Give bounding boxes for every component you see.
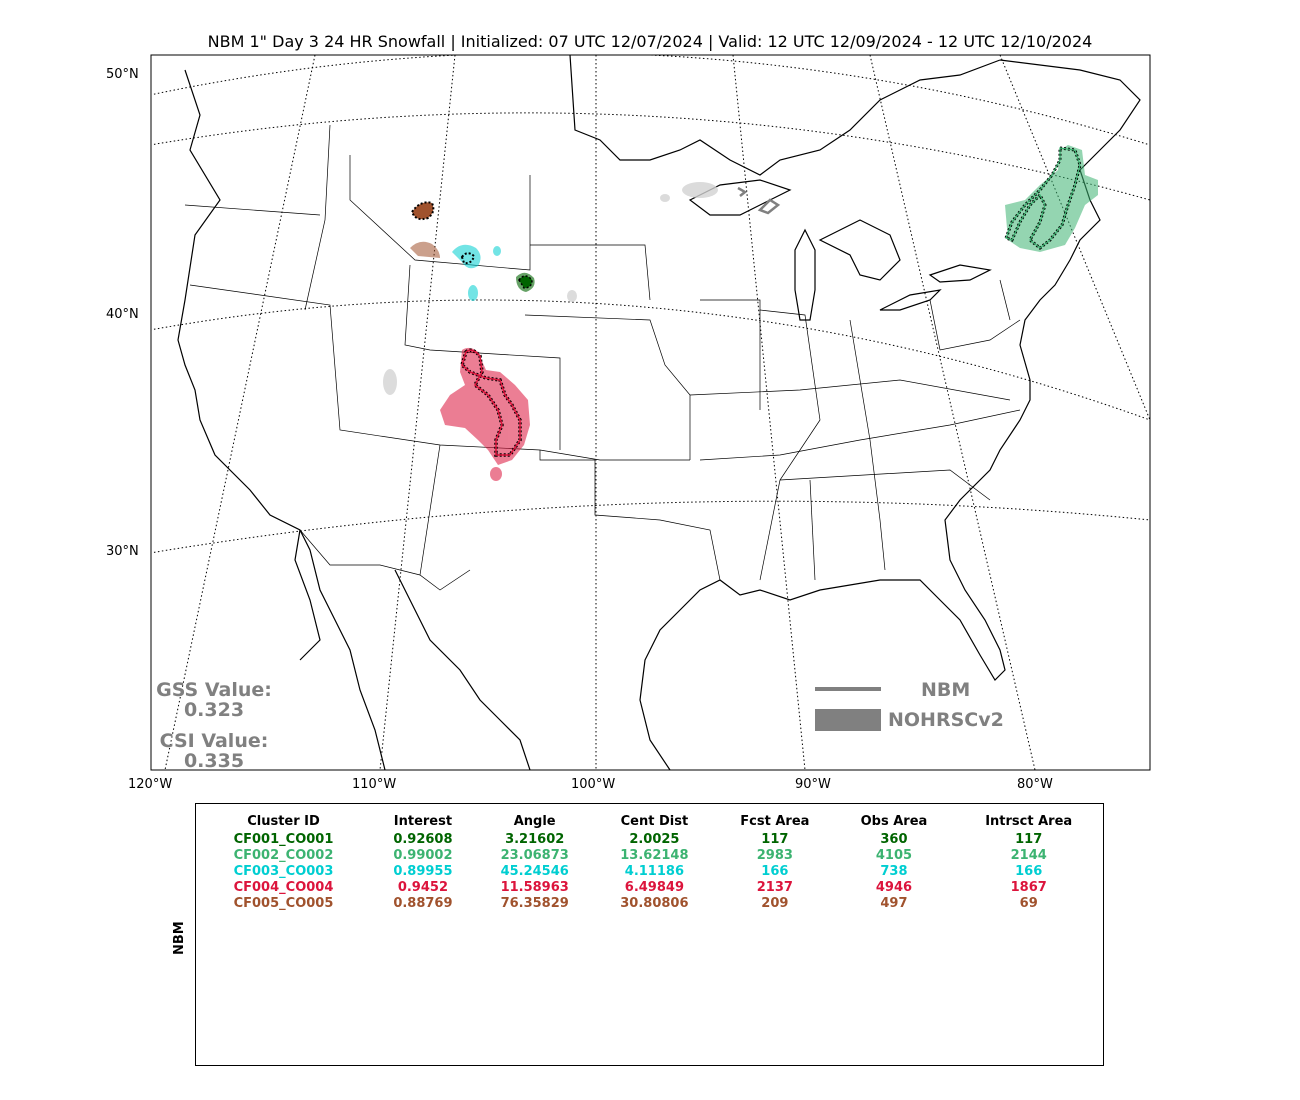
gss-label: GSS Value: xyxy=(156,679,272,701)
table-cell: CF001_CO001 xyxy=(233,832,334,847)
table-cell: 69 xyxy=(1019,896,1038,911)
lat-label-40: 40°N xyxy=(106,307,139,322)
coastline xyxy=(177,55,1141,770)
table-cell: 0.89955 xyxy=(393,864,453,879)
table-cell: 117 xyxy=(761,832,789,847)
cluster-brown-outline xyxy=(410,201,435,221)
gss-value: 0.323 xyxy=(183,699,245,721)
table-cell: 30.80806 xyxy=(620,896,689,911)
table-cell: 13.62148 xyxy=(620,848,689,863)
legend-nohrsc-label: NOHRSCv2 xyxy=(888,709,1004,731)
header-cluster-id: Cluster ID xyxy=(247,814,320,829)
cluster-darkgreen-outline xyxy=(518,275,533,289)
table-cell: 360 xyxy=(880,832,908,847)
header-intrsct-area: Intrsct Area xyxy=(985,814,1073,829)
table-cell: 45.24546 xyxy=(500,864,569,879)
header-obs-area: Obs Area xyxy=(860,814,928,829)
header-angle: Angle xyxy=(513,814,556,829)
cluster-cyan xyxy=(452,244,501,301)
table-cell: 3.21602 xyxy=(505,832,565,847)
table-cell: 4105 xyxy=(875,848,913,863)
lon-label-100: 100°W xyxy=(571,777,616,792)
table-cell: 76.35829 xyxy=(500,896,569,911)
header-fcst-area: Fcst Area xyxy=(740,814,810,829)
table-cell: 497 xyxy=(880,896,908,911)
csi-label: CSI Value: xyxy=(159,730,269,752)
lon-label-120: 120°W xyxy=(128,777,173,792)
table-cell: 117 xyxy=(1015,832,1043,847)
table-row: CF001_CO001 0.92608 3.21602 2.0025 117 360 117 xyxy=(196,832,1105,848)
table-cell: 2983 xyxy=(756,848,793,863)
table-cell: 6.49849 xyxy=(624,880,684,895)
table-cell: 4.11186 xyxy=(624,864,684,879)
table-cell: 0.92608 xyxy=(393,832,453,847)
table-cell: 166 xyxy=(1015,864,1043,879)
unmatched-objects xyxy=(383,182,718,395)
table-cell: 209 xyxy=(761,896,789,911)
table-cell: CF003_CO003 xyxy=(233,864,334,879)
table-cell: CF005_CO005 xyxy=(233,896,334,911)
csi-value: 0.335 xyxy=(183,750,245,772)
side-label: NBM xyxy=(172,921,187,955)
table-row: CF002_CO002 0.99002 23.06873 13.62148 2983 41… xyxy=(196,848,1105,864)
table-cell: 23.06873 xyxy=(500,848,569,863)
table-cell: 2144 xyxy=(1010,848,1047,863)
header-cent-dist: Cent Dist xyxy=(620,814,689,829)
table-cell: 2137 xyxy=(756,880,793,895)
graticule xyxy=(151,55,1150,770)
table-header-row: Cluster ID Interest Angle Cent Dist Fcst… xyxy=(196,814,1105,832)
table-cell: 11.58963 xyxy=(500,880,569,895)
table-cell: 0.88769 xyxy=(393,896,453,911)
table-row: CF003_CO003 0.89955 45.24546 4.11186 166 738 1… xyxy=(196,864,1105,880)
legend-nbm-label: NBM xyxy=(921,679,971,701)
lon-label-90: 90°W xyxy=(795,777,831,792)
table-cell: 166 xyxy=(761,864,789,879)
lon-label-80: 80°W xyxy=(1017,777,1053,792)
table-cell: 1867 xyxy=(1010,880,1047,895)
table-cell: 4946 xyxy=(875,880,913,895)
table-cell: CF004_CO004 xyxy=(233,880,334,895)
lat-label-50: 50°N xyxy=(106,67,139,82)
table-cell: CF002_CO002 xyxy=(233,848,334,863)
map-frame xyxy=(150,54,1151,771)
state-borders xyxy=(184,124,1021,591)
stats-table: Cluster ID Interest Angle Cent Dist Fcst… xyxy=(196,814,1105,912)
table-cell: 0.9452 xyxy=(397,880,448,895)
cluster-cyan-outline xyxy=(460,252,476,265)
lat-label-30: 30°N xyxy=(106,544,139,559)
legend-fill-symbol xyxy=(815,709,881,731)
cluster-crimson xyxy=(440,347,530,481)
map-title: NBM 1" Day 3 24 HR Snowfall | Initialize… xyxy=(207,32,1093,51)
cluster-lightgreen xyxy=(1005,145,1098,252)
stats-table-box: Cluster ID Interest Angle Cent Dist Fcst… xyxy=(195,803,1104,1066)
great-lakes xyxy=(688,179,992,321)
table-cell: 0.99002 xyxy=(393,848,453,863)
cluster-brown xyxy=(410,241,440,258)
lon-label-110: 110°W xyxy=(352,777,397,792)
table-cell: 2.0025 xyxy=(629,832,680,847)
table-cell: 738 xyxy=(880,864,908,879)
header-interest: Interest xyxy=(393,814,453,829)
table-row: CF004_CO004 0.9452 11.58963 6.49849 2137 4946… xyxy=(196,880,1105,896)
table-row: CF005_CO005 0.88769 76.35829 30.80806 209 497… xyxy=(196,896,1105,912)
map-canvas xyxy=(150,54,1151,771)
